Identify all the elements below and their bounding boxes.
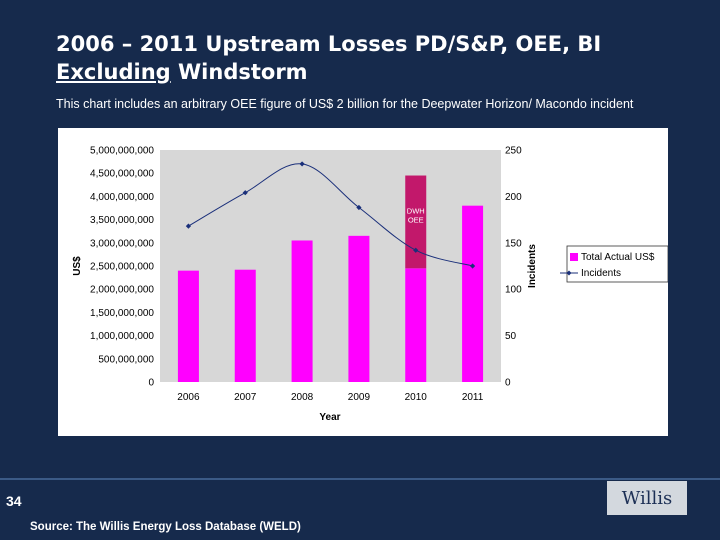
bar bbox=[177, 270, 199, 382]
y-tick-label: 4,500,000,000 bbox=[90, 169, 154, 180]
bar bbox=[291, 240, 313, 382]
legend-box bbox=[566, 245, 669, 283]
y2-axis-label: Incidents bbox=[527, 244, 538, 288]
title-underlined-word: Excluding bbox=[56, 60, 171, 84]
bar bbox=[462, 205, 484, 382]
y-tick-label: 1,500,000,000 bbox=[90, 308, 154, 319]
bar bbox=[234, 269, 256, 382]
bar bbox=[405, 268, 427, 382]
x-tick-label: 2009 bbox=[348, 392, 371, 403]
y2-tick-label: 0 bbox=[505, 378, 511, 389]
legend-swatch-bar bbox=[570, 253, 578, 261]
title-line-2-rest: Windstorm bbox=[170, 60, 308, 84]
x-axis-ticks: 2006 2007 2008 2009 2010 2011 bbox=[177, 392, 483, 403]
chart-panel: 0 500,000,000 1,000,000,000 1,500,000,000 2,… bbox=[58, 128, 669, 436]
dwh-oee-bar-segment bbox=[405, 175, 427, 269]
dwh-oee-label: OEE bbox=[408, 216, 424, 225]
logo-text: Willis bbox=[621, 487, 673, 509]
y2-tick-label: 200 bbox=[505, 192, 522, 203]
y-tick-label: 3,500,000,000 bbox=[90, 215, 154, 226]
title-line-2: Excluding Windstorm bbox=[56, 58, 696, 86]
title-line-1: 2006 – 2011 Upstream Losses PD/S&P, OEE,… bbox=[56, 32, 602, 56]
chart: 0 500,000,000 1,000,000,000 1,500,000,000 2,… bbox=[72, 146, 669, 423]
legend-entry-bar: Total Actual US$ bbox=[581, 252, 655, 263]
y2-tick-label: 150 bbox=[505, 238, 522, 249]
legend: Total Actual US$ Incidents bbox=[560, 245, 669, 283]
x-tick-label: 2010 bbox=[405, 392, 428, 403]
legend-marker-icon bbox=[566, 270, 572, 276]
incidents-point bbox=[413, 247, 419, 253]
y-tick-label: 2,500,000,000 bbox=[90, 262, 154, 273]
slide-subtitle: This chart includes an arbitrary OEE fig… bbox=[56, 97, 634, 111]
footer-band bbox=[0, 478, 720, 480]
plot-area bbox=[160, 150, 501, 382]
y-tick-label: 500,000,000 bbox=[98, 354, 154, 365]
incidents-point bbox=[469, 263, 476, 269]
y-tick-label: 0 bbox=[148, 378, 154, 389]
y-tick-label: 5,000,000,000 bbox=[90, 146, 154, 157]
dwh-oee-label: DWH bbox=[407, 207, 425, 216]
page-number: 34 bbox=[6, 493, 22, 509]
x-axis-label: Year bbox=[319, 412, 340, 423]
bar bbox=[348, 235, 370, 382]
y-axis-label: US$ bbox=[72, 256, 83, 276]
incidents-line bbox=[185, 161, 476, 269]
y2-tick-label: 50 bbox=[505, 331, 517, 342]
x-tick-label: 2011 bbox=[462, 392, 484, 403]
x-tick-label: 2008 bbox=[291, 392, 314, 403]
y2-axis-ticks: 0 50 100 150 200 250 bbox=[505, 146, 522, 389]
x-tick-label: 2007 bbox=[234, 392, 257, 403]
footer-divider bbox=[0, 478, 720, 480]
y-tick-label: 2,000,000,000 bbox=[90, 285, 154, 296]
x-tick-label: 2006 bbox=[177, 392, 200, 403]
y-axis-ticks: 0 500,000,000 1,000,000,000 1,500,000,000 2,… bbox=[90, 146, 154, 389]
y-tick-label: 3,000,000,000 bbox=[90, 238, 154, 249]
slide-title: 2006 – 2011 Upstream Losses PD/S&P, OEE,… bbox=[56, 30, 696, 86]
source-note: Source: The Willis Energy Loss Database … bbox=[30, 521, 301, 533]
y2-tick-label: 100 bbox=[505, 285, 522, 296]
y-tick-label: 4,000,000,000 bbox=[90, 192, 154, 203]
legend-entry-line: Incidents bbox=[581, 268, 621, 279]
incidents-point bbox=[356, 204, 362, 211]
y2-tick-label: 250 bbox=[505, 146, 522, 157]
incidents-point bbox=[242, 190, 248, 196]
y-tick-label: 1,000,000,000 bbox=[90, 331, 154, 342]
incidents-point bbox=[185, 223, 192, 229]
willis-logo: Willis bbox=[607, 481, 687, 515]
